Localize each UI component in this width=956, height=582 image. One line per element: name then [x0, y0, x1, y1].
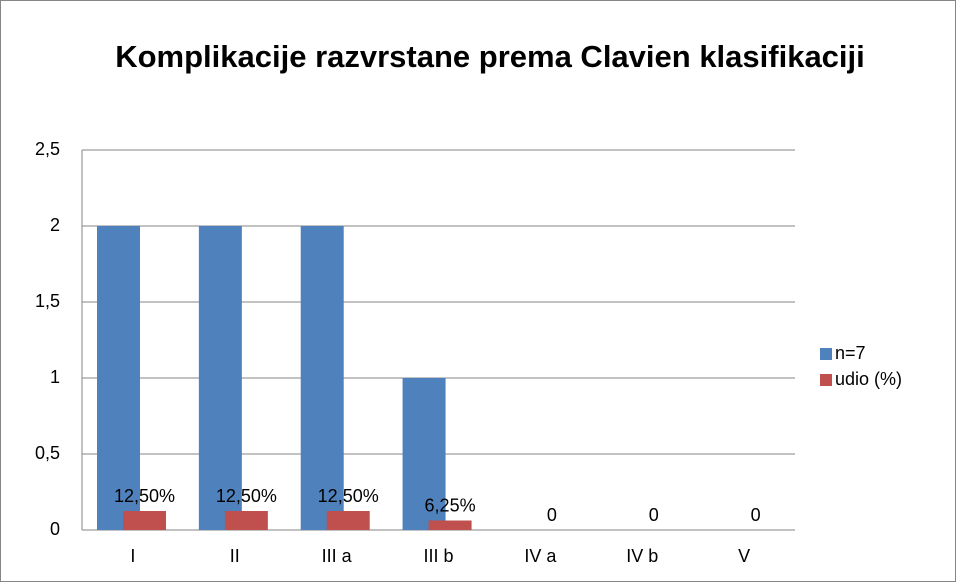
y-tick-label: 0	[50, 519, 60, 539]
data-label: 6,25%	[425, 495, 476, 515]
bar	[428, 520, 472, 530]
chart-title: Komplikacije razvrstane prema Clavien kl…	[115, 39, 865, 74]
y-tick-label: 0,5	[35, 443, 60, 463]
bar	[326, 511, 370, 530]
x-tick-label: I	[130, 546, 135, 566]
x-tick-label: IV b	[626, 546, 658, 566]
bar	[402, 378, 446, 530]
legend-swatch	[820, 348, 832, 360]
x-tick-label: IV a	[524, 546, 557, 566]
y-tick-label: 2	[50, 215, 60, 235]
x-tick-label: III a	[322, 546, 353, 566]
legend-swatch	[820, 374, 832, 386]
y-tick-label: 1	[50, 367, 60, 387]
bar	[97, 226, 140, 530]
data-label: 12,50%	[114, 486, 175, 506]
data-label: 12,50%	[216, 486, 277, 506]
x-tick-label: III b	[423, 546, 453, 566]
y-tick-label: 1,5	[35, 291, 60, 311]
y-tick-label: 2,5	[35, 139, 60, 159]
x-tick-label: V	[738, 546, 750, 566]
data-label: 12,50%	[318, 486, 379, 506]
data-label: 0	[751, 505, 761, 525]
bar	[300, 226, 344, 530]
legend-label: n=7	[835, 343, 866, 363]
bar	[123, 511, 166, 530]
data-label: 0	[649, 505, 659, 525]
bar	[224, 511, 268, 530]
bar	[198, 226, 242, 530]
legend-label: udio (%)	[835, 369, 902, 389]
data-label: 0	[547, 505, 557, 525]
x-tick-label: II	[230, 546, 240, 566]
